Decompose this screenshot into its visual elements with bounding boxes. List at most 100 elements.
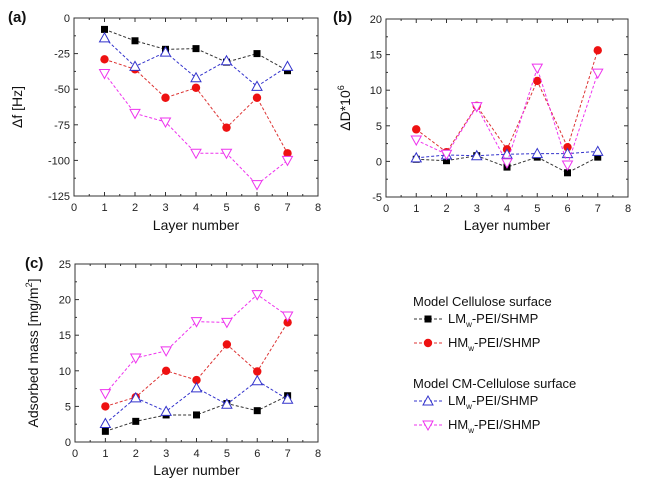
data-point-lm_cell [132, 417, 140, 425]
legend-label-prefix: HM [448, 417, 468, 432]
y-tick-label: 25 [59, 259, 71, 271]
data-point-lm_cm [591, 145, 604, 156]
y-axis-label: Δf [Hz] [9, 86, 25, 128]
data-point-hm_cell [533, 76, 542, 86]
panel-label: (a) [8, 9, 26, 26]
panel-label: (b) [333, 9, 352, 26]
data-point-hm_cm [410, 135, 423, 147]
y-tick-label: 15 [59, 330, 71, 342]
x-tick-label: 1 [413, 203, 419, 215]
data-point-lm_cm [129, 60, 141, 71]
legend-marker-hm_cell [423, 338, 433, 348]
data-point-hm_cell [222, 340, 232, 349]
data-point-lm_cm [221, 398, 233, 409]
x-tick-label: 2 [443, 203, 449, 215]
data-point-lm_cell [192, 45, 200, 53]
y-tick-label: -125 [48, 191, 70, 203]
data-point-hm_cell [593, 46, 602, 55]
x-tick-label: 5 [223, 202, 229, 214]
y-tick-label: -5 [372, 192, 382, 204]
data-point-lm_cell [253, 407, 261, 415]
data-point-lm_cm [251, 80, 263, 91]
data-point-lm_cm [129, 391, 142, 403]
data-point-hm_cm [220, 148, 233, 160]
y-axis-label-end: ] [25, 279, 41, 283]
y-tick-label: -50 [54, 84, 70, 96]
legend-entry-lm_cell: LMw-PEI/SHMP [414, 311, 538, 329]
data-point-hm_cm [281, 155, 294, 167]
x-tick-label: 3 [162, 202, 168, 214]
y-tick-label: 20 [370, 14, 382, 26]
data-point-lm_cm [98, 31, 111, 43]
legend-label-prefix: LM [448, 311, 466, 326]
x-axis-label: Layer number [464, 217, 551, 233]
x-tick-label: 2 [133, 448, 139, 460]
data-point-lm_cell [131, 37, 139, 45]
panel-a: 0 1 2 3 4 5 6 7 8 -125 -100 -75 -50 -25 0 (a) Layer numb… [8, 9, 321, 233]
y-tick-label: 0 [376, 156, 382, 168]
x-tick-label: 3 [474, 203, 480, 215]
series-line-hm_cell [415, 50, 599, 153]
x-tick-label: 5 [534, 203, 540, 215]
legend-label: LMw-PEI/SHMP [448, 393, 538, 411]
data-point-hm_cell [283, 149, 292, 158]
data-point-lm_cm [281, 393, 294, 404]
data-point-hm_cm [470, 102, 483, 113]
legend-marker-lm_cell [424, 315, 432, 323]
data-point-hm_cell [222, 123, 231, 132]
data-point-lm_cm [531, 147, 544, 159]
legend-label-subscript: w [467, 426, 474, 435]
x-axis-label: Layer number [153, 217, 240, 233]
y-axis-label-main: ΔD*10 [337, 90, 353, 131]
x-tick-label: 7 [285, 448, 291, 460]
data-point-lm_cell [564, 169, 571, 177]
legend-label: HMw-PEI/SHMP [448, 417, 540, 435]
y-axis-label-main: Adsorbed mass [mg/m [25, 287, 41, 427]
y-tick-label: 5 [376, 121, 382, 133]
series-hm_cell [101, 318, 292, 411]
x-tick-label: 7 [595, 203, 601, 215]
legend-entry-hm_cm: HMw-PEI/SHMP [414, 417, 540, 435]
data-point-hm_cm [591, 68, 604, 80]
x-tick-label: 1 [101, 202, 107, 214]
data-point-hm_cm [251, 290, 264, 301]
legend-group-1: Model Cellulose surface LMw-PEI/SHMP HMw-P… [413, 294, 552, 353]
data-point-lm_cm [410, 151, 423, 163]
data-point-hm_cm [501, 158, 513, 169]
legend-group-title: Model CM-Cellulose surface [413, 376, 576, 391]
y-tick-label: 20 [59, 295, 71, 307]
x-tick-label: 3 [163, 448, 169, 460]
legend-marker-hm_cm [422, 420, 434, 432]
data-point-lm_cell [594, 153, 602, 161]
x-tick-label: 8 [315, 202, 321, 214]
legend-label-subscript: w [467, 344, 474, 353]
data-point-lm_cm [251, 374, 264, 386]
y-tick-label: 0 [64, 13, 70, 25]
plot-frame [73, 17, 319, 197]
x-tick-label: 6 [254, 448, 260, 460]
legend-label-suffix: -PEI/SHMP [474, 335, 540, 350]
legend-label-prefix: HM [448, 335, 468, 350]
data-point-lm_cell [193, 411, 200, 419]
data-point-lm_cm [160, 405, 172, 416]
data-point-lm_cell [101, 25, 108, 33]
legend-group-title: Model Cellulose surface [413, 294, 552, 309]
data-point-lm_cm [220, 54, 233, 66]
y-tick-label: -75 [54, 120, 70, 132]
series-lm_cm [99, 374, 294, 428]
x-tick-label: 4 [193, 448, 199, 460]
data-point-hm_cm [129, 108, 141, 120]
legend-label-prefix: LM [448, 393, 466, 408]
legend-label: LMw-PEI/SHMP [448, 311, 538, 329]
y-tick-label: 0 [65, 437, 71, 449]
legend-label-suffix: -PEI/SHMP [474, 417, 540, 432]
data-point-hm_cell [563, 142, 572, 152]
x-tick-label: 4 [504, 203, 510, 215]
data-point-hm_cm [561, 160, 574, 171]
y-axis-label: Adsorbed mass [mg/m2] [24, 279, 41, 428]
data-point-hm_cell [283, 318, 292, 327]
legend-entry-lm_cm: LMw-PEI/SHMP [414, 393, 538, 411]
data-point-hm_cell [192, 375, 201, 385]
data-point-lm_cm [99, 417, 112, 428]
